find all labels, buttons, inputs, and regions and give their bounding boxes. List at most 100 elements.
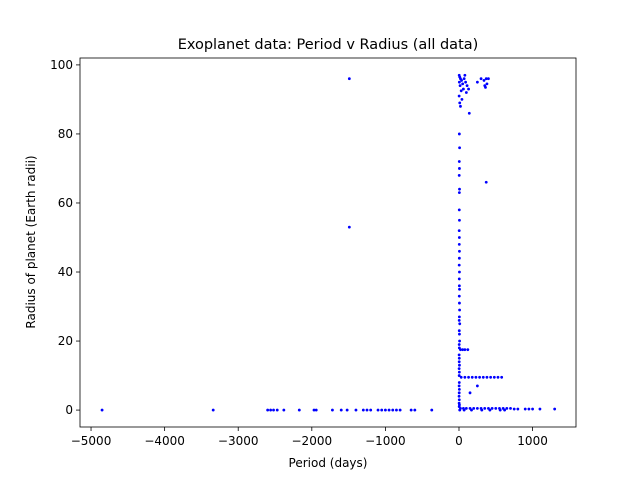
point: [496, 375, 500, 379]
point: [458, 339, 461, 343]
y-tick-label: 60: [58, 196, 73, 210]
y-axis-label: Radius of planet (Earth radii): [24, 155, 38, 328]
point: [478, 375, 481, 379]
point: [458, 322, 462, 326]
point: [458, 270, 461, 274]
point: [376, 408, 380, 412]
point: [494, 406, 498, 410]
point: [490, 406, 494, 410]
x-axis-label: Period (days): [289, 456, 368, 470]
point: [463, 348, 467, 352]
point: [457, 360, 461, 364]
y-tick-label: 40: [58, 265, 73, 279]
point: [457, 263, 461, 267]
point: [459, 375, 463, 379]
x-tick-label: −2000: [292, 434, 333, 448]
point: [347, 77, 351, 81]
point: [505, 406, 509, 410]
point: [314, 408, 318, 412]
point: [380, 408, 384, 412]
point: [462, 77, 466, 81]
point: [458, 187, 461, 191]
point: [465, 84, 469, 88]
point: [458, 408, 462, 412]
point: [458, 84, 462, 88]
point: [475, 80, 479, 84]
point: [470, 408, 473, 412]
x-tick-label: 1000: [517, 434, 548, 448]
point: [531, 407, 534, 411]
point: [457, 367, 461, 371]
point: [457, 132, 461, 136]
point: [458, 167, 461, 170]
point: [463, 375, 467, 379]
y-tick-label: 80: [58, 127, 73, 141]
point: [484, 180, 488, 184]
point: [484, 85, 487, 89]
point: [483, 406, 487, 410]
point: [527, 407, 531, 411]
point: [391, 408, 395, 412]
point: [460, 98, 464, 101]
point: [457, 236, 461, 239]
point: [457, 374, 461, 377]
point: [553, 407, 557, 411]
chart-title: Exoplanet data: Period v Radius (all dat…: [178, 37, 479, 53]
point: [369, 408, 373, 412]
plot-frame: [79, 57, 577, 428]
point: [498, 408, 502, 412]
point: [457, 387, 461, 391]
x-tick-label: −3000: [218, 434, 259, 448]
point: [457, 384, 461, 388]
point: [488, 408, 492, 412]
point: [482, 79, 486, 82]
point: [487, 77, 490, 81]
point: [331, 408, 334, 412]
point: [457, 160, 461, 163]
point: [475, 406, 479, 410]
point: [269, 408, 272, 412]
point: [489, 375, 493, 379]
point: [457, 208, 461, 212]
point: [413, 408, 417, 412]
point: [467, 87, 470, 91]
point: [312, 408, 316, 412]
point: [457, 294, 461, 298]
point: [458, 249, 461, 253]
point: [462, 408, 466, 412]
point: [512, 407, 516, 411]
point: [458, 301, 461, 305]
point: [275, 408, 279, 412]
point: [538, 407, 542, 411]
point: [458, 218, 461, 222]
point: [480, 408, 484, 412]
point: [457, 315, 461, 319]
point: [272, 408, 275, 412]
y-tick-label: 100: [50, 58, 73, 72]
point: [459, 348, 462, 352]
point: [467, 111, 471, 115]
point: [457, 256, 461, 260]
point: [266, 408, 270, 412]
point: [361, 408, 365, 412]
point: [345, 408, 349, 412]
point: [457, 94, 461, 98]
point: [460, 79, 463, 82]
point: [461, 82, 465, 86]
point: [457, 398, 461, 402]
point: [500, 375, 504, 379]
point: [472, 406, 476, 410]
point: [458, 363, 461, 367]
point: [464, 91, 468, 94]
point: [458, 287, 461, 291]
point: [365, 408, 369, 412]
point: [475, 384, 479, 388]
point: [457, 229, 461, 232]
point: [458, 308, 461, 312]
point: [458, 146, 461, 150]
point: [457, 381, 461, 384]
point: [457, 191, 461, 195]
point: [347, 225, 351, 229]
point: [398, 408, 402, 412]
point: [457, 284, 461, 288]
